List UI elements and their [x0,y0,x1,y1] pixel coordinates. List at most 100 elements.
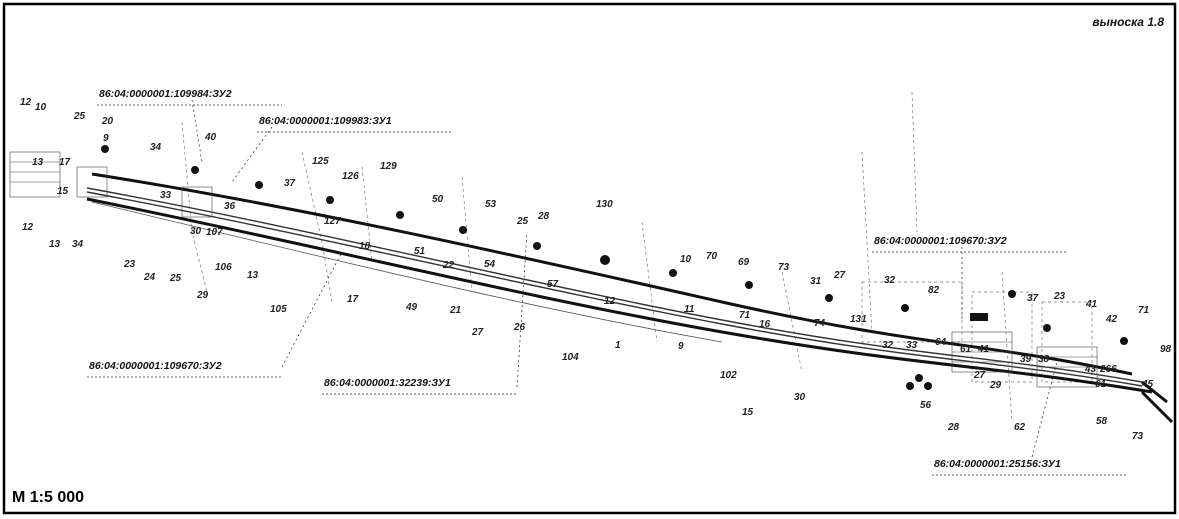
point-number: 82 [928,285,940,296]
leader-lines [87,99,1127,476]
point-number: 33 [906,340,918,351]
parcel-boundaries [181,91,1093,423]
point-number: 12 [20,97,32,108]
point-number: 33 [160,190,172,201]
point-number: 71 [1138,305,1150,316]
point-number: 74 [814,318,826,329]
point-number: 42 [1105,314,1118,325]
point-number: 50 [432,194,444,205]
point-number: 125 [312,156,329,167]
point-number: 17 [59,157,71,168]
point-number: 62 [1014,422,1026,433]
point-number: 72 [2,2,14,5]
point-number: 30 [190,226,202,237]
survey-markers [101,145,1128,390]
point-number: 10 [680,254,692,265]
point-number: 1 [615,340,621,351]
point-number: 49 [405,302,418,313]
point-number: 131 [850,314,867,325]
point-number: 71 [739,310,751,321]
point-number: 104 [562,352,579,363]
point-number: 41 [1085,299,1098,310]
point-number: 34 [72,239,84,250]
point-number: 70 [706,251,718,262]
point-number: 41 [977,344,990,355]
point-number: 98 [1160,344,1172,355]
point-number: 25 [516,216,529,227]
point-number: 16 [759,319,771,330]
point-number: 32 [884,275,896,286]
point-number: 25 [73,111,86,122]
point-number: 17 [347,294,359,305]
point-number: 107 [206,227,223,238]
point-number: 13 [32,157,44,168]
point-number: 53 [485,199,497,210]
point-number: 126 [342,171,359,182]
cadastral-label: 86:04:0000001:32239:ЗУ1 [324,377,451,389]
map-scale: М 1:5 000 [12,489,84,506]
cadastral-label: 86:04:0000001:109670:ЗУ2 [89,360,222,372]
point-number: 15 [742,407,754,418]
point-number: 54 [484,259,496,270]
point-number: 127 [324,216,341,227]
point-number: 105 [270,304,287,315]
point-number: 26 [513,322,526,333]
point-number: 27 [471,327,484,338]
point-number: 36 [224,201,236,212]
point-number: 40 [204,132,217,143]
point-number: 22 [442,260,455,271]
point-number: 51 [414,246,426,257]
point-number: 34 [150,142,162,153]
point-number: 29 [989,380,1002,391]
point-number: 61 [960,344,972,355]
point-number: 37 [1027,293,1039,304]
point-number: 130 [596,199,613,210]
point-number: 15 [57,186,69,197]
point-number: 13 [247,270,259,281]
point-number: 38 [1038,354,1050,365]
road-corridor [86,172,1174,424]
point-number: 21 [449,305,462,316]
point-number: 10 [35,102,47,113]
point-number: 9 [103,133,109,144]
point-number: 30 [794,392,806,403]
point-number: 37 [284,178,296,189]
point-number: 64 [935,337,947,348]
cadastral-labels: 86:04:0000001:109984:ЗУ2 86:04:0000001:10… [89,88,1061,470]
point-number: 266 [1099,364,1117,375]
point-number: 18 [359,241,371,252]
cadastral-label: 86:04:0000001:109670:ЗУ2 [874,235,1007,247]
point-number: 43 [1084,364,1097,375]
point-number: 32 [882,340,894,351]
point-number: 31 [810,276,822,287]
point-number: 69 [738,257,750,268]
point-number: 9 [678,341,684,352]
point-number: 129 [380,161,397,172]
point-number: 61 [1095,379,1107,390]
point-number: 25 [169,273,182,284]
hatched-areas [9,151,1098,388]
point-number: 28 [947,422,960,433]
point-number: 23 [1053,291,1066,302]
point-number: 12 [22,222,34,233]
point-number: 73 [1132,431,1144,442]
point-number: 39 [1020,354,1032,365]
point-number: 11 [684,304,695,315]
point-number: 57 [547,279,559,290]
point-number: 102 [720,370,737,381]
point-number: 23 [123,259,136,270]
point-number: 29 [196,290,209,301]
point-number: 24 [143,272,156,283]
point-number: 13 [49,239,61,250]
point-number: 20 [101,116,114,127]
cadastral-label: 86:04:0000001:109983:ЗУ1 [259,115,392,127]
point-number: 27 [973,370,986,381]
point-number: 28 [537,211,550,222]
point-number: 27 [833,270,846,281]
point-number: 45 [1141,379,1154,390]
point-number: 58 [1096,416,1108,427]
